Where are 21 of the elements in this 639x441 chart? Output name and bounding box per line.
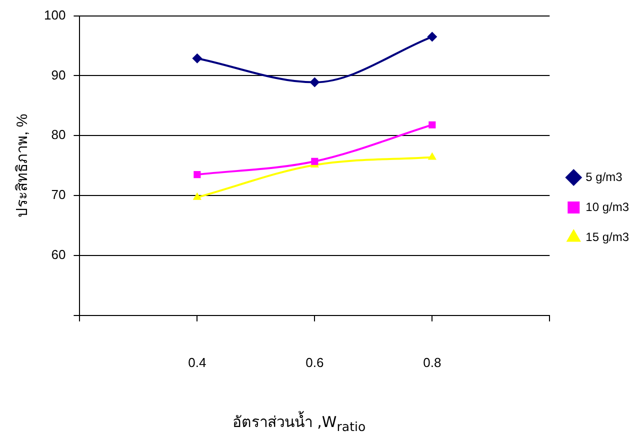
point [428, 121, 436, 128]
point [194, 171, 201, 178]
point [310, 77, 320, 88]
x-tick-label: 0.6 [306, 354, 324, 370]
y-tick-label: 80 [51, 127, 66, 142]
legend-label: 15 g/m3 [586, 230, 630, 244]
y-tick-label: 70 [51, 187, 66, 202]
point [192, 192, 202, 200]
y-tick-label: 60 [51, 247, 66, 262]
point [428, 152, 436, 160]
legend-label: 10 g/m3 [586, 200, 630, 214]
x-axis-title: อัตราส่วนน้ำ ,W$_{ratio}$ [231, 410, 367, 434]
point [192, 53, 202, 64]
x-tick-label: 0.4 [188, 354, 206, 370]
point [427, 32, 438, 42]
y-axis-title: ประสิทธิภาพ, % [14, 114, 32, 218]
legend-label: 5 g/m3 [586, 170, 623, 184]
x-tick-label: 0.8 [423, 354, 442, 370]
y-tick-label: 90 [51, 67, 66, 82]
point [311, 158, 318, 165]
y-tick-label: 100 [44, 7, 66, 22]
